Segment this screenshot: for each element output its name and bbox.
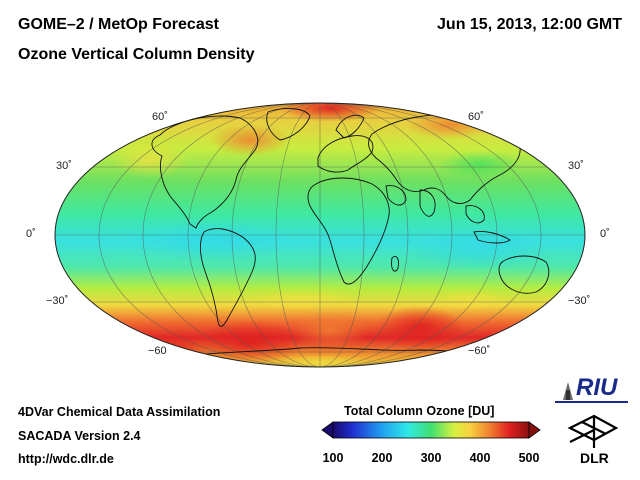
colorbar-high-arrow [528, 421, 541, 439]
lat-label-right-0: 0˚ [600, 228, 610, 240]
colorbar-tick-400: 400 [469, 451, 491, 465]
colorbar [321, 421, 541, 439]
dlr-logo-text: DLR [580, 450, 609, 466]
map-title: GOME–2 / MetOp Forecast [18, 16, 219, 33]
lat-label-left-0: 0˚ [26, 228, 36, 240]
lat-label-left-30: 30˚ [56, 160, 72, 172]
lat-label-right-neg30: −30˚ [568, 295, 591, 307]
colorbar-tick-500: 500 [518, 451, 540, 465]
colorbar-tick-200: 200 [371, 451, 393, 465]
lat-label-right-60: 60˚ [468, 111, 484, 123]
colorbar-tick-300: 300 [420, 451, 442, 465]
forecast-datetime: Jun 15, 2013, 12:00 GMT [437, 16, 622, 33]
lat-label-left-neg60: −60 [148, 345, 167, 357]
lat-label-right-neg60: −60˚ [468, 345, 491, 357]
coastlines [149, 108, 577, 363]
colorbar-ramp [332, 421, 530, 439]
colorbar-title: Total Column Ozone [DU] [344, 404, 495, 418]
lat-label-right-30: 30˚ [568, 160, 584, 172]
map-subtitle: Ozone Vertical Column Density [18, 46, 255, 63]
colorbar-tick-100: 100 [322, 451, 344, 465]
footer-line-2: SACADA Version 2.4 [18, 429, 141, 443]
colorbar-low-arrow [321, 421, 334, 439]
riu-logo [555, 382, 628, 403]
riu-logo-text: RIU [576, 374, 618, 401]
footer-line-1: 4DVar Chemical Data Assimilation [18, 405, 221, 419]
dlr-logo [567, 414, 619, 448]
footer-url[interactable]: http://wdc.dlr.de [18, 452, 114, 466]
lat-label-left-neg30: −30˚ [46, 295, 69, 307]
lat-label-left-60: 60˚ [152, 111, 168, 123]
globe-outline [54, 102, 586, 368]
